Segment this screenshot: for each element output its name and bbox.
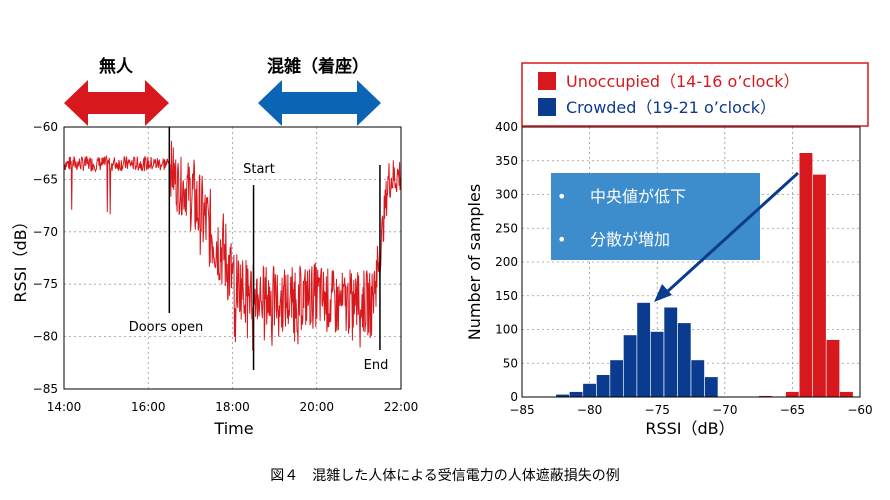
callout-box: • 中央値が低下 • 分散が増加 [551, 173, 760, 260]
right-x-tick-label: −60 [847, 403, 872, 417]
histogram-bar-unoccupied [839, 391, 854, 398]
annotation-label: End [364, 358, 389, 373]
callout-arrow-head [654, 284, 672, 302]
histogram-bar-crowded [596, 374, 611, 398]
right-x-tick-label: −80 [577, 403, 602, 417]
legend-frame [521, 62, 869, 127]
left-y-tick-label: −85 [33, 382, 58, 396]
callout-arrow [654, 171, 800, 302]
histogram-bar-crowded [623, 334, 638, 398]
left-y-tick-label: −60 [33, 120, 58, 134]
left-x-tick-label: 18:00 [215, 400, 250, 414]
legend-label-crowded: Crowded（19-21 o’clock） [566, 98, 776, 117]
left-grid [64, 127, 401, 389]
right-y-tick-label: 250 [495, 221, 518, 235]
legend-swatch-unoccupied [538, 72, 556, 90]
left-x-tick-label: 20:00 [299, 400, 334, 414]
left-y-tick-label: −65 [33, 172, 58, 186]
histogram-bar-crowded [704, 376, 719, 398]
left-x-axis-label: Time [213, 419, 253, 438]
callout-item-1: 中央値が低下 [590, 187, 686, 206]
left-x-tick-label: 22:00 [384, 400, 419, 414]
right-y-tick-label: 350 [495, 154, 518, 168]
right-y-tick-label: 200 [495, 255, 518, 269]
right-x-axis-label: RSSI（dB） [645, 419, 734, 438]
left-y-tick-label: −70 [33, 225, 58, 239]
right-x-tick-label: −85 [509, 403, 534, 417]
histogram-bar-crowded [663, 306, 678, 398]
callout-arrow-line [666, 171, 800, 293]
histogram-bar-unoccupied [798, 152, 814, 398]
histogram-bar-crowded [568, 391, 584, 398]
right-ticks: −85 −80 −75 −70 −65 −60 0 50 100 150 200 250 300 350 4… [495, 120, 873, 417]
callout-bullet-2: • [557, 230, 566, 249]
right-x-tick-label: −70 [712, 403, 737, 417]
left-ticks: 14:00 16:00 18:00 20:00 22:00 −60 −65 −70 −75 −80… [33, 120, 419, 414]
left-annotations: Doors open Start End [129, 127, 389, 373]
left-x-tick-label: 16:00 [131, 400, 166, 414]
right-y-tick-label: 150 [495, 289, 518, 303]
histogram-bar-unoccupied [812, 174, 827, 398]
callout-background [551, 173, 760, 260]
histogram-bar-crowded [609, 359, 624, 398]
unoccupied-arrow-shape [64, 80, 169, 126]
right-y-tick-label: 300 [495, 188, 518, 202]
histogram-bar-crowded [650, 331, 665, 398]
left-x-tick-label: 14:00 [47, 400, 82, 414]
rssi-time-series [63, 140, 402, 351]
right-plot-frame [521, 126, 861, 398]
right-y-tick-label: 0 [510, 390, 518, 404]
callout-item-2: 分散が増加 [590, 230, 670, 249]
right-y-tick-label: 50 [503, 356, 518, 370]
crowded-arrow-label: 混雑（着座） [267, 56, 369, 77]
histogram-bar-crowded [582, 383, 597, 398]
right-y-axis-label: Number of samples [465, 184, 484, 340]
rssi-trace-line [63, 140, 402, 351]
crowded-arrow-shape [258, 80, 381, 126]
callout-bullet-1: • [557, 187, 566, 206]
annotation-label: Start [243, 162, 275, 177]
left-y-tick-label: −80 [33, 330, 58, 344]
histogram-bar-crowded [636, 302, 651, 398]
right-x-tick-label: −75 [645, 403, 670, 417]
figure-caption: 図４ 混雑した人体による受信電力の人体遮蔽損失の例 [270, 468, 620, 484]
annotation-label: Doors open [129, 320, 204, 335]
legend-label-unoccupied: Unoccupied（14-16 o’clock） [566, 72, 800, 91]
left-y-tick-label: −75 [33, 277, 58, 291]
left-plot-frame [63, 126, 402, 390]
rssi-time-chart: Doors open Start End 14:00 16:00 18:00 20:00 2… [11, 120, 418, 438]
legend: Unoccupied（14-16 o’clock） Crowded（19-21 … [521, 62, 869, 127]
histogram-bar-crowded [677, 322, 692, 398]
unoccupied-arrow-label: 無人 [99, 56, 134, 77]
crowded-arrow: 混雑（着座） [258, 56, 381, 126]
histogram-bar-crowded [690, 359, 705, 398]
legend-swatch-crowded [538, 98, 556, 116]
histogram-bar-unoccupied [825, 339, 841, 398]
left-y-axis-label: RSSI（dB） [11, 213, 30, 302]
right-y-tick-label: 100 [495, 323, 518, 337]
right-x-tick-label: −65 [780, 403, 805, 417]
unoccupied-arrow: 無人 [64, 56, 169, 126]
rssi-histogram-chart: −85 −80 −75 −70 −65 −60 0 50 100 150 200 250 300 350 4… [465, 62, 873, 438]
right-y-tick-label: 400 [495, 120, 518, 134]
histogram-bars [555, 152, 854, 398]
histogram-bar-unoccupied [785, 391, 800, 398]
